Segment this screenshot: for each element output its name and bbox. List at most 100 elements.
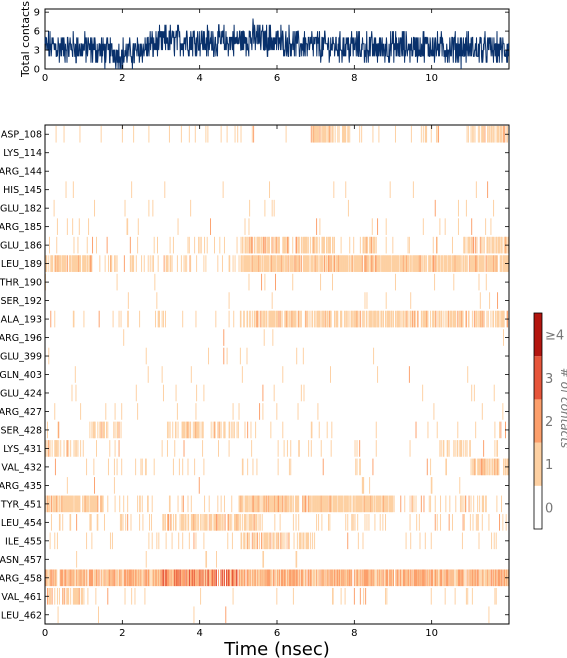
heatmap-cell xyxy=(296,255,298,272)
heatmap-cell xyxy=(143,569,145,587)
heatmap-cell xyxy=(306,310,308,328)
heatmap-cell xyxy=(298,255,300,272)
heatmap-cell xyxy=(417,310,419,328)
heatmap-cell xyxy=(82,569,84,587)
heatmap-cell xyxy=(481,255,483,272)
heatmap-cell xyxy=(400,255,402,272)
heatmap-cell xyxy=(83,255,85,272)
heatmap-cell xyxy=(281,255,283,272)
heatmap-cell xyxy=(441,255,443,272)
heatmap-cell xyxy=(228,255,230,272)
colorbar-segment xyxy=(534,485,542,529)
heatmap-cell xyxy=(179,569,181,587)
heatmap-cell xyxy=(284,255,286,272)
heatmap-cell xyxy=(387,255,389,272)
heatmap-cell xyxy=(166,514,168,531)
heatmap-cell xyxy=(68,255,70,272)
heatmap-cell xyxy=(107,587,109,605)
heatmap-cell xyxy=(246,310,248,328)
heatmap-cell xyxy=(471,255,473,272)
heatmap-cell xyxy=(350,569,352,587)
heatmap-cell xyxy=(147,495,149,513)
heatmap-cell xyxy=(323,310,325,328)
heatmap-cell xyxy=(211,569,213,587)
heatmap-cell xyxy=(487,125,489,143)
heatmap-cell xyxy=(379,255,381,272)
heatmap-cell xyxy=(254,569,256,587)
heatmap-cell xyxy=(453,273,455,291)
heatmap-cell xyxy=(349,125,351,143)
heatmap-cell xyxy=(172,569,174,587)
heatmap-cell xyxy=(359,569,361,587)
heatmap-cell xyxy=(252,495,254,513)
heatmap-cell xyxy=(457,569,459,587)
heatmap-cell xyxy=(308,236,310,254)
heatmap-cell xyxy=(212,569,214,587)
heatmap-cell xyxy=(330,495,332,513)
heatmap-cell xyxy=(312,495,314,513)
heatmap-cell xyxy=(175,514,177,531)
heatmap-cell xyxy=(481,569,483,587)
heatmap-cell xyxy=(358,310,360,328)
heatmap-cell xyxy=(484,569,486,587)
heatmap-cell xyxy=(337,310,339,328)
heatmap-cell xyxy=(379,569,381,587)
heatmap-cell xyxy=(314,495,316,513)
heatmap-cell xyxy=(383,255,385,272)
heatmap-cell xyxy=(62,495,64,513)
heatmap-cell xyxy=(371,495,373,513)
heatmap-cell xyxy=(483,310,485,328)
residue-label: ARG_458 xyxy=(0,573,42,584)
heatmap-cell xyxy=(476,569,478,587)
heatmap-cell xyxy=(359,569,361,587)
heatmap-cell xyxy=(451,236,453,254)
heatmap-cell xyxy=(368,514,370,531)
heatmap-cell xyxy=(448,310,449,328)
heatmap-cell xyxy=(259,236,261,254)
heatmap-cell xyxy=(318,514,320,531)
heatmap-cell xyxy=(418,255,420,272)
heatmap-cell xyxy=(164,310,166,328)
heatmap-cell xyxy=(434,569,436,587)
heatmap-cell xyxy=(305,310,307,328)
heatmap-cell xyxy=(379,514,381,531)
heatmap-cell xyxy=(272,532,274,550)
heatmap-cell xyxy=(304,310,306,328)
heatmap-cell xyxy=(337,495,339,513)
heatmap-cell xyxy=(74,587,76,605)
residue-label: GLU_186 xyxy=(0,241,42,252)
heatmap-cell xyxy=(223,236,225,254)
heatmap-cell xyxy=(130,569,132,587)
heatmap-cell xyxy=(251,125,253,143)
heatmap-cell xyxy=(369,310,371,328)
heatmap-cell xyxy=(308,532,310,550)
heatmap-cell xyxy=(483,125,485,143)
heatmap-cell xyxy=(441,569,443,587)
heatmap-cell xyxy=(465,495,467,513)
heatmap-cell xyxy=(457,255,459,272)
heatmap-cell xyxy=(308,440,310,457)
heatmap-cell xyxy=(407,255,409,272)
heatmap-cell xyxy=(345,255,347,272)
heatmap-cell xyxy=(227,569,229,587)
heatmap-cell xyxy=(463,569,465,587)
heatmap-cell xyxy=(282,421,284,439)
heatmap-cell xyxy=(489,569,491,587)
heatmap-cell xyxy=(390,495,392,513)
heatmap-cell xyxy=(60,255,62,272)
heatmap-cell xyxy=(494,440,496,457)
heatmap-cell xyxy=(83,587,85,605)
colorbar-segment xyxy=(534,356,542,400)
heatmap-cell xyxy=(97,569,99,587)
heatmap-cell xyxy=(196,255,198,272)
heatmap-cell xyxy=(448,310,450,328)
heatmap-cell xyxy=(188,125,190,143)
heatmap-cell xyxy=(276,236,278,254)
heatmap-cell xyxy=(236,569,238,587)
heatmap-cell xyxy=(187,514,189,531)
heatmap-cell xyxy=(56,532,58,550)
heatmap-cell xyxy=(302,569,304,587)
heatmap-cell xyxy=(283,495,285,513)
heatmap-cell xyxy=(175,421,177,439)
top-x-tick-label: 0 xyxy=(42,73,48,84)
